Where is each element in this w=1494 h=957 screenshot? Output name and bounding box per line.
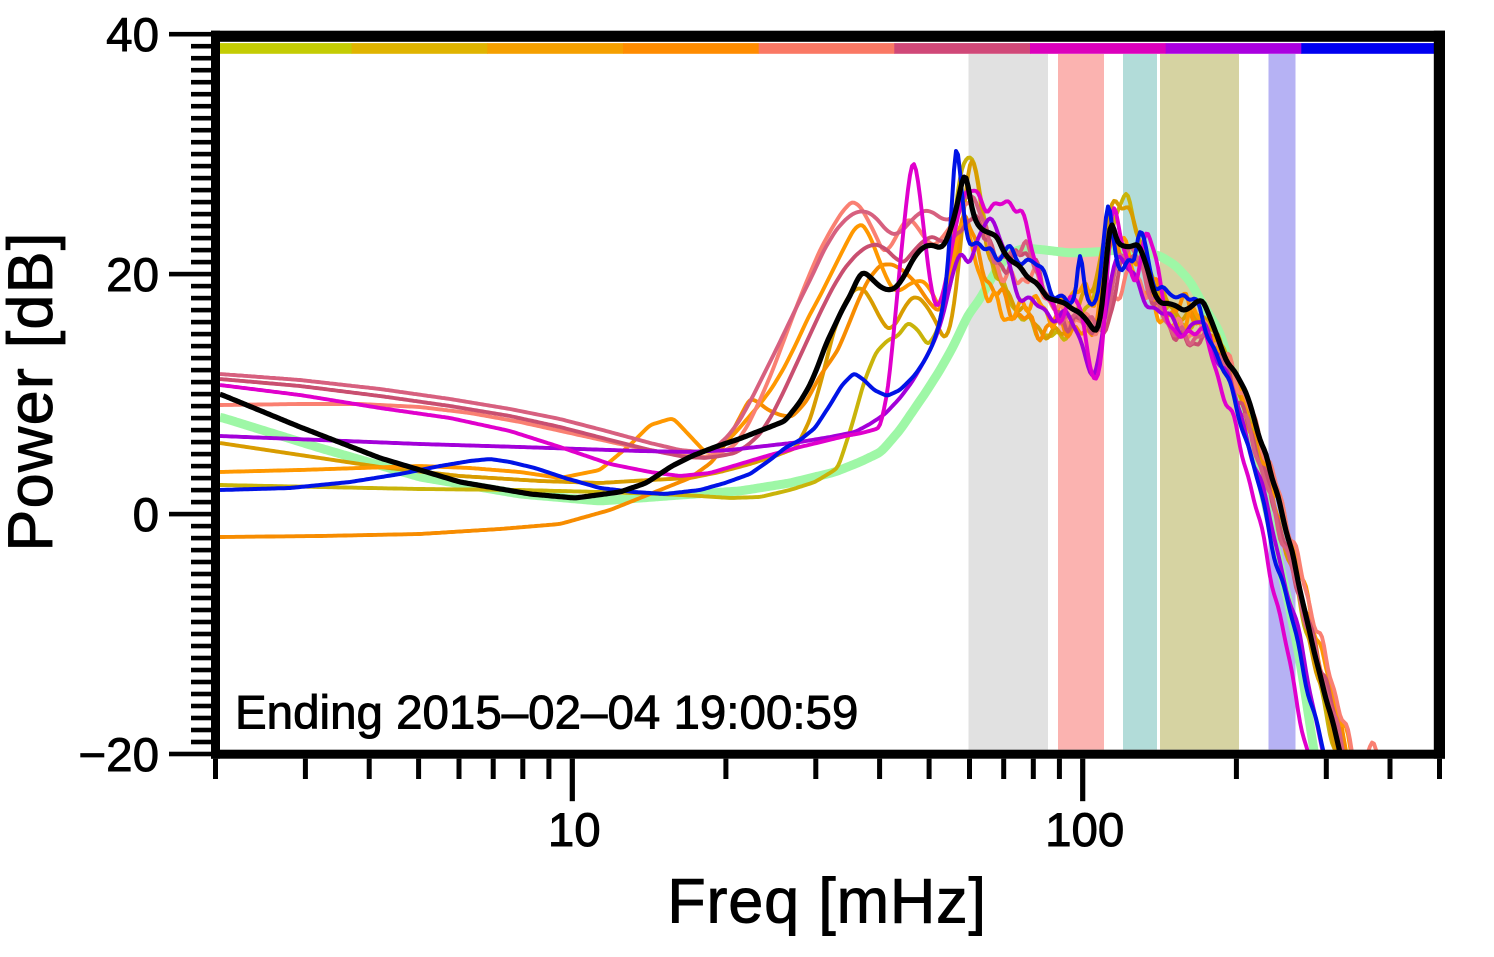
- svg-text:10: 10: [548, 804, 601, 857]
- svg-text:Ending 2015–02–04 19:00:59: Ending 2015–02–04 19:00:59: [235, 687, 858, 740]
- svg-text:−20: −20: [78, 729, 159, 782]
- svg-text:Freq [mHz]: Freq [mHz]: [667, 867, 987, 937]
- svg-text:20: 20: [106, 249, 159, 302]
- svg-text:100: 100: [1045, 804, 1124, 857]
- svg-text:Power [dB]: Power [dB]: [0, 231, 66, 551]
- svg-text:40: 40: [106, 9, 159, 62]
- svg-text:0: 0: [133, 489, 159, 542]
